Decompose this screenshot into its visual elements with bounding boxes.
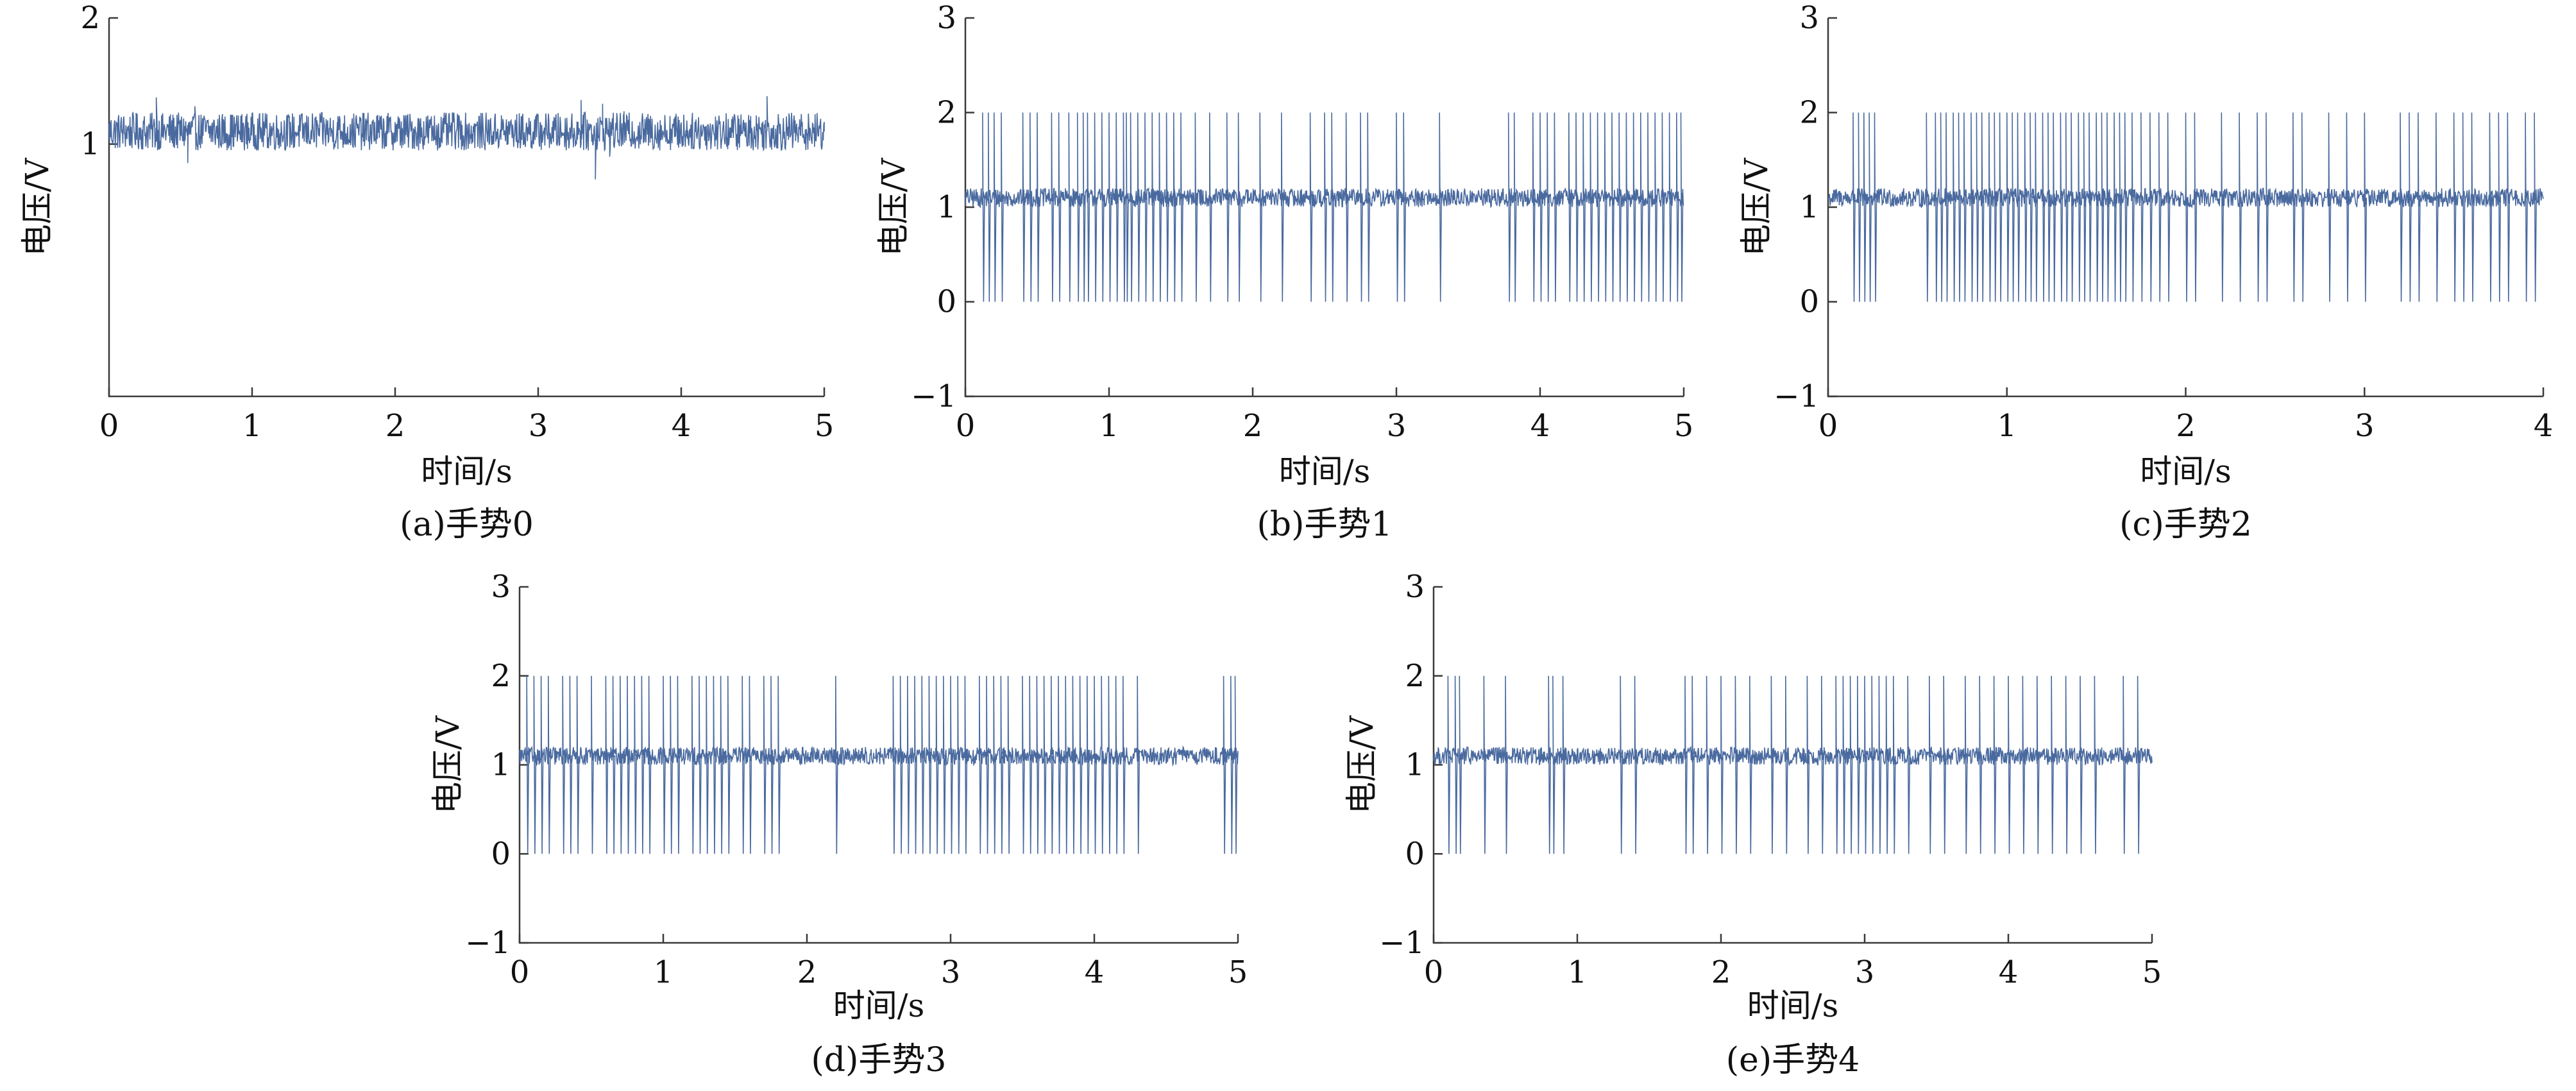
x-axis-title: 时间/s [1747,987,1839,1024]
x-tick-label: 3 [2355,408,2375,444]
panel-caption: (b)手势1 [1257,505,1393,544]
y-tick-label: 2 [936,95,956,131]
chart-svg-a: 1 2 0 1 2 3 4 5 时间/s 电压/V (a)手势0 [19,0,835,544]
x-tick-label: 0 [956,408,976,444]
voltage-trace-line [1827,112,2544,302]
x-tick-label: 2 [386,408,405,444]
x-axis-title: 时间/s [833,987,925,1024]
x-tick-label: 1 [242,408,262,444]
y-tick-label: 2 [80,0,100,36]
chart-panel-a: 1 2 0 1 2 3 4 5 时间/s 电压/V (a)手势0 [0,0,860,558]
x-tick-label: 4 [672,408,691,444]
x-tick-label: 4 [2534,408,2554,444]
y-tick-label: 1 [491,747,511,783]
x-tick-label: 1 [1099,408,1119,444]
y-tick-label: −1 [1379,925,1425,961]
x-tick-label: 5 [1674,408,1694,444]
axis-lines [108,18,824,398]
y-tick-label: 0 [1799,284,1819,320]
axis-lines [1432,587,2152,944]
chart-panel-c: −1 0 1 2 3 0 1 2 3 4 时间/s 电压/V (c)手势2 [1719,0,2576,558]
y-axis-title: 电压/V [875,158,912,257]
voltage-trace-line [108,96,825,180]
x-axis-title: 时间/s [1279,453,1371,490]
y-tick-label: 1 [1799,189,1819,225]
x-tick-label: 3 [1855,954,1875,990]
x-tick-label: 0 [510,954,530,990]
voltage-trace-line [519,675,1239,854]
x-axis-title: 时间/s [2140,453,2232,490]
panel-caption: (e)手势4 [1726,1041,1860,1079]
chart-panel-b: −1 0 1 2 3 0 1 2 3 4 5 时间/s 电压/V (b)手势1 [860,0,1719,558]
x-tick-label: 5 [2142,954,2162,990]
x-tick-label: 5 [1228,954,1248,990]
panel-caption: (d)手势3 [811,1041,947,1079]
x-tick-label: 0 [1818,408,1838,444]
y-tick-label: 0 [936,284,956,320]
y-tick-label: −1 [465,925,511,961]
x-tick-label: 4 [1999,954,2019,990]
x-tick-label: 1 [1568,954,1588,990]
x-tick-label: 2 [1711,954,1731,990]
y-axis-title: 电压/V [19,158,56,257]
panel-caption: (a)手势0 [400,505,534,544]
y-tick-label: 1 [1405,747,1425,783]
y-tick-label: 3 [1405,569,1425,605]
x-tick-label: 0 [99,408,119,444]
x-tick-label: 0 [1424,954,1444,990]
voltage-trace-line [965,112,1684,302]
chart-panel-d: −1 0 1 2 3 0 1 2 3 4 5 时间/s 电压/V (d)手势3 [411,564,1270,1091]
x-tick-label: 3 [529,408,548,444]
chart-panel-e: −1 0 1 2 3 0 1 2 3 4 5 时间/s 电压/V (e)手势4 [1321,564,2181,1091]
x-axis-title: 时间/s [421,453,513,490]
y-axis-title: 电压/V [1738,158,1775,257]
y-tick-label: 2 [491,658,511,694]
x-tick-label: 4 [1530,408,1550,444]
voltage-trace-line [1433,675,2153,854]
y-tick-label: −1 [911,378,956,414]
y-tick-label: 1 [936,189,956,225]
x-tick-label: 2 [797,954,817,990]
y-tick-label: 1 [80,126,100,162]
y-tick-label: 0 [1405,836,1425,872]
y-tick-label: 2 [1405,658,1425,694]
y-tick-label: 0 [491,836,511,872]
panel-caption: (c)手势2 [2119,505,2252,544]
y-tick-label: 3 [491,569,511,605]
y-tick-label: 2 [1799,95,1819,131]
y-axis-title: 电压/V [1343,715,1380,814]
x-tick-label: 2 [2176,408,2196,444]
x-tick-label: 3 [941,954,961,990]
x-tick-label: 1 [654,954,674,990]
x-tick-label: 3 [1387,408,1407,444]
x-tick-label: 4 [1085,954,1105,990]
y-tick-label: 3 [1799,0,1819,36]
y-axis-title: 电压/V [429,715,466,814]
x-tick-label: 2 [1243,408,1263,444]
y-tick-label: 3 [936,0,956,36]
y-tick-label: −1 [1774,378,1819,414]
x-tick-label: 1 [1997,408,2017,444]
x-tick-label: 5 [815,408,835,444]
